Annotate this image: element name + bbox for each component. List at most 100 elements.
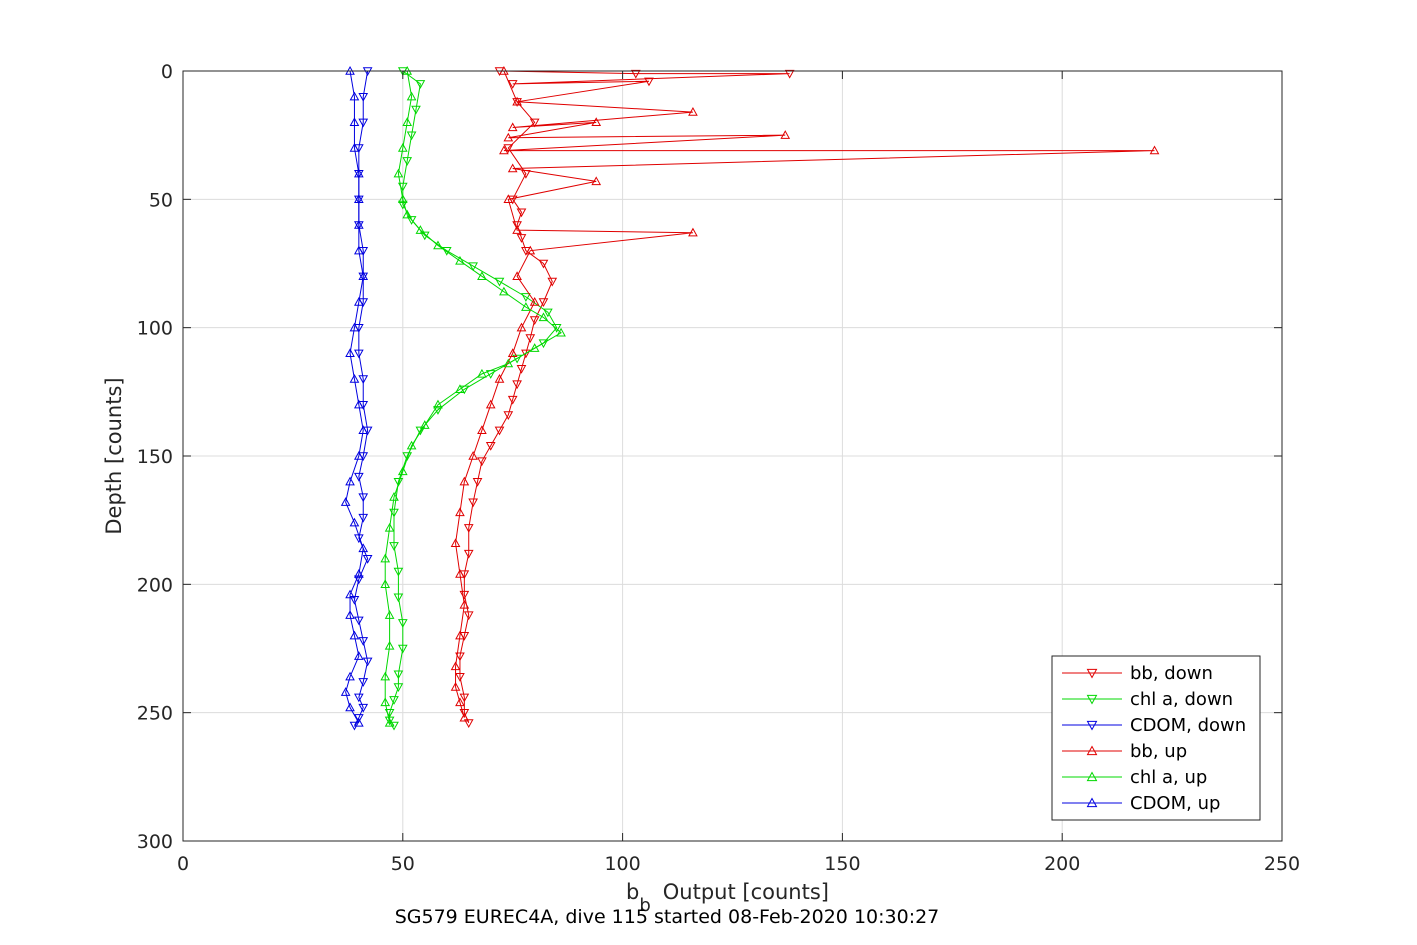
data-point: [380, 697, 391, 707]
legend-label: chl a, down: [1130, 689, 1233, 710]
data-point: [516, 365, 527, 374]
data-point: [389, 696, 399, 705]
x-tick-label: 100: [604, 853, 640, 875]
legend-label: bb, down: [1130, 663, 1213, 684]
data-point: [507, 80, 518, 89]
data-point: [349, 373, 360, 383]
data-point: [529, 118, 540, 128]
data-point: [538, 312, 549, 322]
legend-label: chl a, up: [1130, 767, 1207, 788]
y-tick-label: 100: [137, 318, 173, 340]
data-point: [362, 554, 373, 564]
data-point: [455, 255, 465, 265]
data-point: [358, 678, 369, 687]
data-point: [353, 399, 364, 409]
data-point: [406, 131, 417, 141]
data-point: [340, 497, 351, 506]
data-point: [397, 619, 408, 628]
data-point: [402, 117, 413, 127]
data-point: [477, 425, 487, 435]
data-point: [503, 132, 514, 142]
data-point: [512, 221, 522, 231]
data-point: [512, 354, 522, 364]
x-tick-label: 250: [1264, 853, 1300, 875]
data-point: [459, 590, 470, 600]
data-point: [507, 163, 518, 173]
data-point: [644, 77, 654, 87]
data-point: [455, 384, 465, 393]
data-point: [516, 234, 527, 243]
y-tick-label: 50: [149, 189, 173, 211]
data-point: [499, 145, 509, 155]
data-point: [393, 567, 404, 577]
data-point: [485, 442, 496, 451]
data-point: [380, 553, 391, 563]
data-point: [547, 277, 558, 287]
data-point: [402, 452, 413, 462]
data-point: [419, 420, 430, 429]
data-point: [780, 130, 791, 139]
data-point: [353, 717, 364, 727]
data-point: [459, 708, 470, 718]
data-point: [384, 522, 395, 532]
legend-marker: [1086, 720, 1098, 731]
data-point: [455, 697, 465, 707]
series-line: [345, 70, 364, 724]
data-point: [688, 227, 698, 237]
data-point: [503, 358, 514, 368]
y-tick-label: 200: [137, 574, 173, 596]
data-point: [353, 651, 364, 660]
figure-caption: SG579 EUREC4A, dive 115 started 08-Feb-2…: [395, 906, 940, 928]
data-point: [393, 477, 404, 487]
data-point: [688, 107, 698, 116]
data-point: [358, 425, 369, 435]
data-point: [630, 69, 641, 79]
data-point: [389, 542, 399, 551]
data-point: [406, 216, 417, 225]
data-point: [358, 375, 369, 385]
series-5: [340, 65, 369, 727]
data-point: [358, 493, 369, 503]
data-point: [353, 349, 364, 359]
data-point: [591, 176, 602, 186]
legend: bb, down chl a, down CDOM, down bb, up chl a…: [1051, 655, 1261, 821]
legend-marker: [1086, 668, 1098, 679]
data-point: [415, 80, 426, 89]
data-point: [406, 440, 417, 450]
data-point: [353, 450, 364, 460]
data-point: [468, 262, 478, 272]
legend-label: bb, up: [1130, 741, 1187, 762]
y-axis-label: Depth [counts]: [102, 377, 126, 534]
data-point: [384, 717, 395, 727]
data-point: [402, 157, 413, 166]
data-point: [358, 703, 369, 713]
data-point: [450, 538, 461, 547]
data-point: [358, 271, 369, 281]
axis-ticks: 0 50 100 150 200 250 0 50 100 150 200 250 300: [137, 61, 1300, 875]
data-point: [358, 637, 369, 646]
data-point: [512, 271, 522, 281]
data-point: [463, 524, 474, 533]
legend-marker: [1086, 797, 1098, 808]
x-tick-label: 200: [1044, 853, 1080, 875]
data-point: [503, 411, 514, 420]
data-point: [353, 472, 364, 482]
x-tick-label: 150: [824, 853, 860, 875]
data-point: [507, 395, 518, 405]
data-point: [512, 380, 522, 390]
data-point: [455, 507, 465, 517]
y-tick-label: 0: [161, 61, 173, 83]
data-point: [455, 673, 465, 682]
data-point: [494, 373, 505, 383]
data-point: [415, 225, 426, 234]
data-point: [459, 693, 470, 703]
data-point: [543, 308, 553, 318]
data-point: [538, 339, 549, 349]
data-point: [349, 596, 360, 605]
data-point: [556, 327, 566, 337]
data-point: [353, 714, 364, 723]
data-point: [389, 492, 399, 501]
data-point: [450, 681, 461, 691]
data-point: [397, 142, 408, 152]
